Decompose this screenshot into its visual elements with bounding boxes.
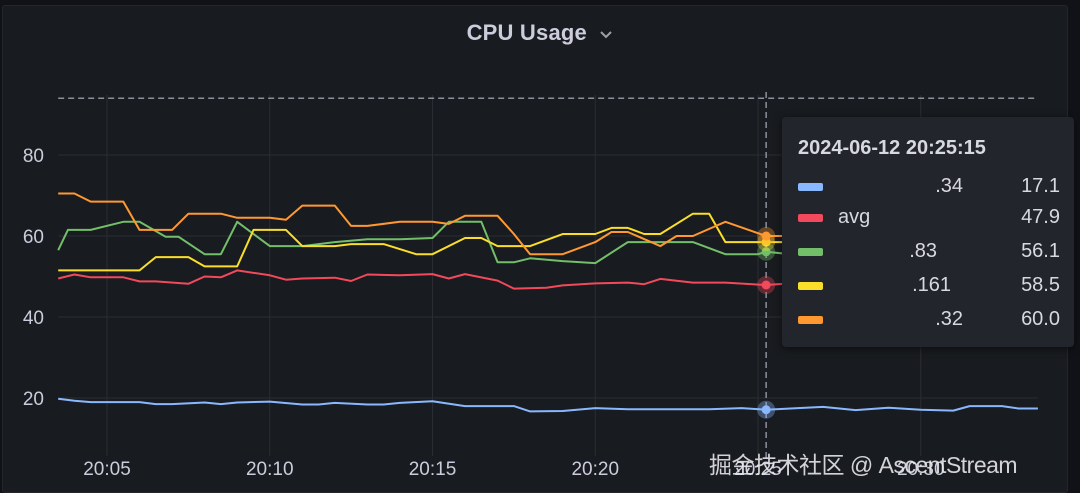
series-color-swatch (798, 214, 823, 222)
chevron-down-icon[interactable] (599, 27, 613, 45)
tooltip-row: .83 56.1 (798, 238, 1063, 266)
x-tick-label: 20:05 (83, 459, 131, 480)
series-value: 56.1 (1021, 240, 1060, 262)
series-line[interactable] (58, 397, 1038, 413)
tooltip-timestamp: 2024-06-12 20:25:15 (798, 137, 986, 159)
tooltip-row: .32 60.0 (798, 306, 1063, 334)
hover-point (761, 247, 771, 257)
series-value: 58.5 (1021, 274, 1060, 296)
series-value: 47.9 (1021, 206, 1060, 228)
panel-header[interactable]: CPU Usage (0, 20, 1080, 46)
y-tick-label: 80 (23, 146, 44, 167)
x-tick-label: 20:15 (409, 459, 457, 480)
series-name: .34 (935, 175, 963, 197)
series-name: avg (838, 206, 871, 228)
y-tick-label: 20 (23, 389, 44, 410)
y-tick-label: 60 (23, 227, 44, 248)
series-color-swatch (798, 248, 823, 256)
series-name: .32 (935, 308, 963, 330)
hover-point (761, 280, 771, 290)
x-tick-label: 20:20 (571, 459, 619, 480)
hover-point (761, 231, 771, 241)
series-name: .161 (912, 274, 951, 296)
watermark: 掘金技术社区 @ AscentStream (709, 452, 1018, 478)
tooltip-row: .161 58.5 (798, 272, 1063, 300)
series-value: 17.1 (1021, 175, 1060, 197)
series-value: 60.0 (1021, 308, 1060, 330)
x-tick-label: 20:25 (734, 459, 782, 480)
tooltip-row: .34 17.1 (798, 173, 1063, 201)
series-name: .83 (909, 240, 937, 262)
x-tick-label: 20:30 (897, 459, 945, 480)
panel-title[interactable]: CPU Usage (466, 20, 587, 45)
series-color-swatch (798, 282, 823, 290)
y-tick-label: 40 (23, 308, 44, 329)
hover-tooltip: 2024-06-12 20:25:15 .34 17.1 avg 47.9 .8… (782, 117, 1074, 347)
tooltip-row: avg 47.9 (798, 204, 1063, 232)
hover-point (761, 405, 771, 415)
series-color-swatch (798, 183, 823, 191)
x-tick-label: 20:10 (246, 459, 294, 480)
series-color-swatch (798, 316, 823, 324)
